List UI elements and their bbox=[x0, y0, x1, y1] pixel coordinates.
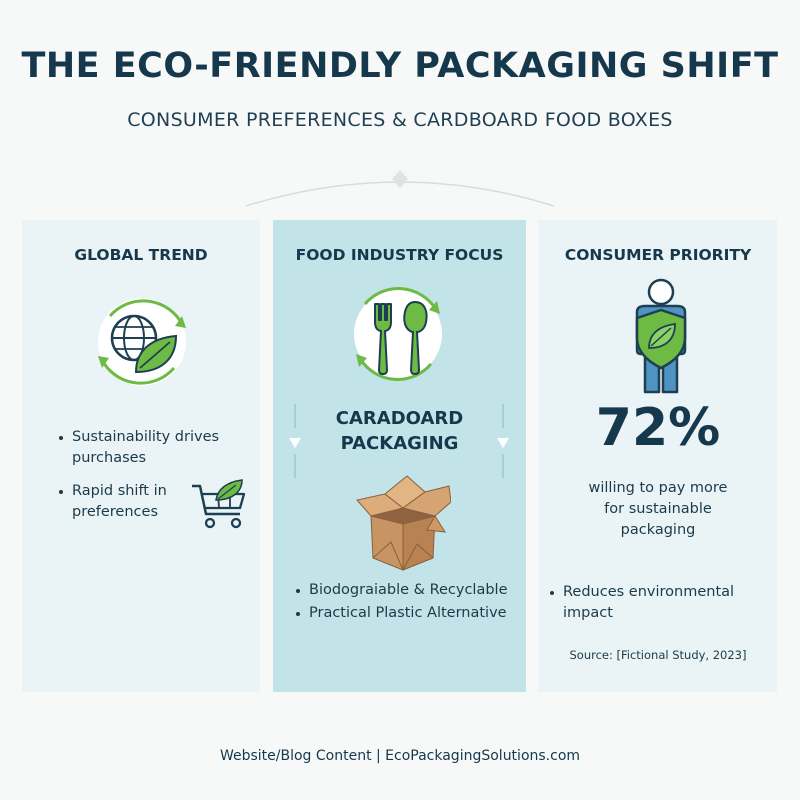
bullet-item: Rapid shift in preferences bbox=[56, 481, 182, 523]
food-industry-panel: FOOD INDUSTRY FOCUS CARADOARD PACKAGING bbox=[273, 220, 526, 692]
global-trend-panel: GLOBAL TREND Sustainability drives purch… bbox=[22, 220, 260, 692]
footer-text: Website/Blog Content | EcoPackagingSolut… bbox=[219, 748, 581, 764]
percent-label: willing to pay more for sustainable pack… bbox=[539, 478, 777, 541]
bullet-item: Practical Plastic Alternative bbox=[293, 603, 521, 624]
percent-label-line-2: for sustainable bbox=[604, 501, 712, 517]
heading-line-2: PACKAGING bbox=[340, 433, 459, 454]
consumer-priority-bullets: Reduces environmental impact bbox=[547, 582, 775, 636]
percent-label-line-3: packaging bbox=[620, 522, 696, 538]
bullet-item: Biodograiable & Recyclable bbox=[293, 580, 521, 601]
down-arrow-right bbox=[495, 404, 511, 488]
cardboard-box-icon bbox=[355, 472, 452, 576]
bullet-item: Sustainability drives purchases bbox=[56, 427, 222, 469]
shopping-cart-leaf-icon bbox=[190, 478, 250, 536]
bullet-item: Reduces environmental impact bbox=[547, 582, 775, 624]
cardboard-packaging-heading: CARADOARD PACKAGING bbox=[273, 406, 526, 456]
food-industry-title: FOOD INDUSTRY FOCUS bbox=[295, 246, 504, 264]
diamond-ornament bbox=[392, 170, 408, 188]
consumer-priority-title: CONSUMER PRIORITY bbox=[564, 246, 752, 264]
percent-label-line-1: willing to pay more bbox=[588, 480, 728, 496]
page-title: THE ECO-FRIENDLY PACKAGING SHIFT bbox=[21, 46, 779, 86]
percent-stat: 72% bbox=[595, 398, 721, 458]
decorative-arc bbox=[245, 170, 555, 207]
food-industry-bullets: Biodograiable & Recyclable Practical Pla… bbox=[293, 580, 521, 636]
globe-leaf-icon bbox=[90, 290, 194, 398]
person-shield-icon bbox=[623, 276, 699, 400]
global-trend-title: GLOBAL TREND bbox=[74, 246, 208, 264]
down-arrow-left bbox=[287, 404, 303, 488]
source-note: Source: [Fictional Study, 2023] bbox=[569, 648, 747, 662]
page-subtitle: CONSUMER PREFERENCES & CARDBOARD FOOD BO… bbox=[127, 109, 673, 131]
heading-line-1: CARADOARD bbox=[335, 408, 464, 429]
global-trend-bullets: Sustainability drives purchases Rapid sh… bbox=[56, 427, 256, 535]
consumer-priority-panel: CONSUMER PRIORITY 72% willing to pay mor… bbox=[539, 220, 777, 692]
fork-spoon-icon bbox=[343, 284, 453, 388]
